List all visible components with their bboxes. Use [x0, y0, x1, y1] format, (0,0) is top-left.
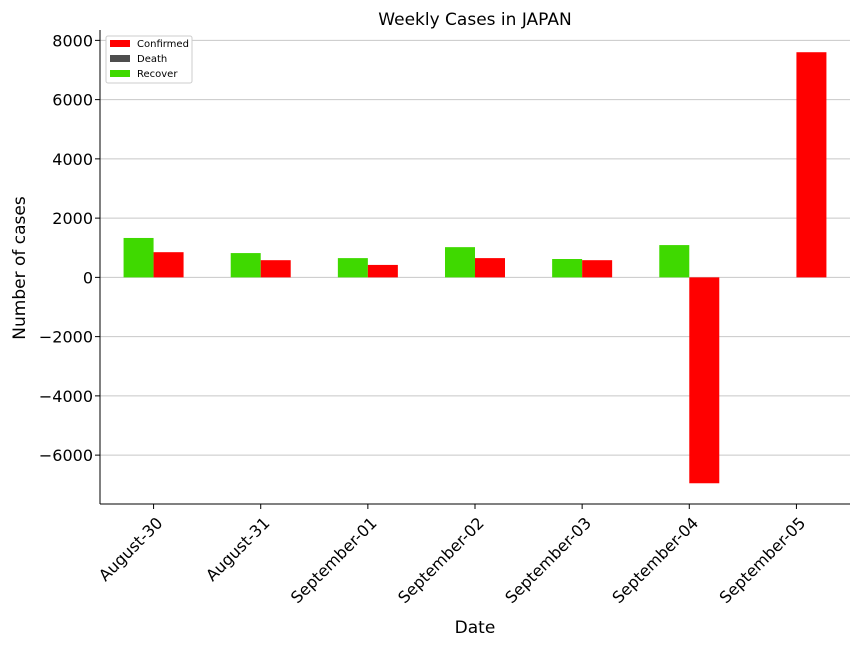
- x-axis-label: Date: [455, 618, 496, 638]
- bar-recover: [445, 247, 475, 278]
- y-ticks: −6000 −4000 −2000 0 2000 4000 6000 8000: [39, 31, 100, 465]
- legend-label-recover: Recover: [137, 69, 178, 80]
- bar-recover: [337, 258, 368, 278]
- legend-swatch-confirmed: [110, 40, 130, 47]
- y-axis-label: Number of cases: [10, 196, 30, 340]
- legend: Confirmed Death Recover: [105, 35, 193, 84]
- x-tick-label: September-01: [287, 513, 381, 607]
- bar-recover: [659, 245, 690, 278]
- y-tick-label: −4000: [39, 387, 93, 406]
- gridlines: [100, 39, 850, 456]
- bar-confirmed: [689, 277, 720, 484]
- x-tick-label: August-31: [202, 513, 274, 585]
- y-tick-label: −6000: [39, 446, 93, 465]
- bar-confirmed: [367, 264, 398, 278]
- bar-confirmed: [153, 252, 184, 278]
- y-tick-label: 0: [83, 268, 93, 287]
- x-ticks: August-30 August-31 September-01 September-…: [95, 504, 809, 607]
- legend-swatch-recover: [110, 70, 130, 77]
- bars: [123, 52, 827, 484]
- x-tick-label: September-03: [501, 513, 595, 607]
- bar-confirmed: [796, 52, 827, 278]
- y-tick-label: 6000: [52, 91, 93, 110]
- legend-swatch-death: [110, 55, 130, 62]
- bar-recover: [552, 259, 583, 278]
- x-tick-label: September-05: [716, 513, 810, 607]
- bar-confirmed: [475, 258, 505, 278]
- y-tick-label: 4000: [52, 150, 93, 169]
- bar-recover: [123, 237, 154, 278]
- y-tick-label: 8000: [52, 31, 93, 50]
- y-tick-label: 2000: [52, 209, 93, 228]
- chart-title: Weekly Cases in JAPAN: [378, 10, 571, 30]
- bar-confirmed: [260, 260, 291, 278]
- legend-label-confirmed: Confirmed: [137, 39, 189, 50]
- bar-confirmed: [582, 260, 613, 278]
- x-tick-label: September-02: [394, 513, 488, 607]
- x-tick-label: August-30: [95, 513, 167, 585]
- legend-label-death: Death: [137, 54, 167, 65]
- x-tick-label: September-04: [608, 513, 702, 607]
- y-tick-label: −2000: [39, 328, 93, 347]
- bar-recover: [230, 253, 261, 278]
